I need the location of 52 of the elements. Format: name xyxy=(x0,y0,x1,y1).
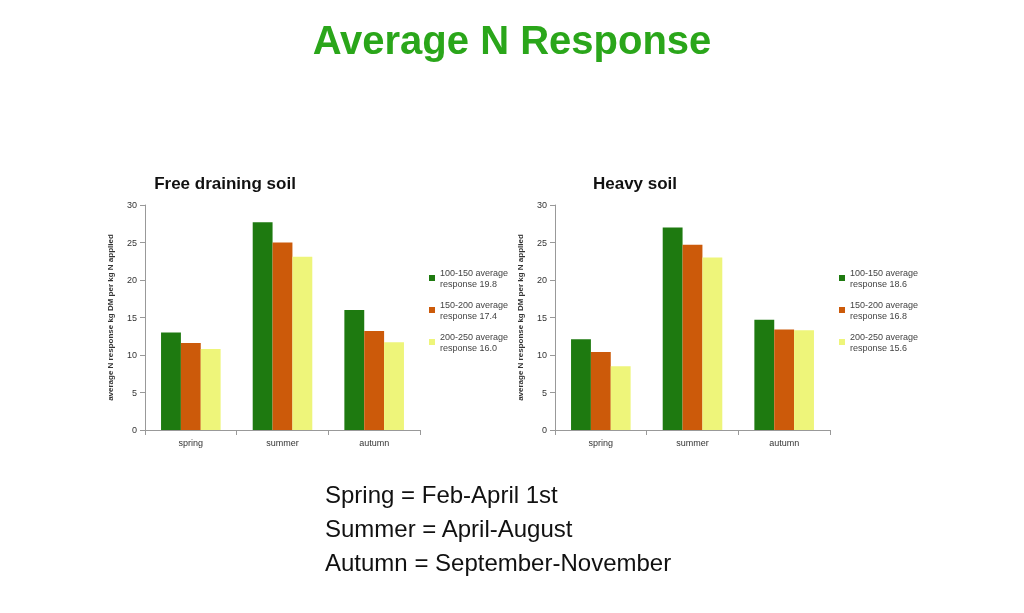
text: Average N Response xyxy=(311,18,713,63)
y-axis-title: average N response kg DM per kg N applied xyxy=(105,234,115,401)
bar xyxy=(571,339,591,430)
bar xyxy=(662,227,683,430)
x-tick-label: spring xyxy=(178,437,204,448)
bar xyxy=(364,331,385,430)
y-tick-label: 25 xyxy=(126,237,137,248)
y-tick-label: 0 xyxy=(131,425,137,435)
bar xyxy=(344,310,365,430)
x-tick-label: summer xyxy=(676,437,709,448)
x-tick-label: autumn xyxy=(769,437,800,448)
y-tick-label: 25 xyxy=(536,237,547,248)
y-tick-label: 5 xyxy=(541,387,547,398)
bar xyxy=(292,256,313,430)
chart-title: Heavy soil xyxy=(592,174,678,193)
y-tick-label: 10 xyxy=(126,350,137,360)
y-tick-label: 5 xyxy=(131,387,137,398)
bar xyxy=(252,222,273,430)
bar xyxy=(754,319,775,430)
bar xyxy=(180,343,201,430)
y-tick-label: 15 xyxy=(536,312,547,323)
legend-label: 200-250 average response 16.0 xyxy=(440,331,511,353)
legend-label: 200-250 average response 15.6 xyxy=(850,331,921,353)
bar xyxy=(272,242,293,430)
bar xyxy=(794,330,814,430)
bar xyxy=(161,332,181,430)
y-tick-label: 0 xyxy=(541,425,547,435)
bar xyxy=(774,329,795,430)
y-tick-label: 20 xyxy=(126,275,137,285)
bar xyxy=(384,342,404,430)
bar xyxy=(200,349,221,430)
text: Autumn = September-November xyxy=(325,548,672,578)
x-tick-label: spring xyxy=(588,437,614,448)
bar xyxy=(682,244,703,430)
chart-title: Free draining soil xyxy=(154,174,296,193)
y-axis-title: average N response kg DM per kg N applied xyxy=(515,234,525,401)
y-tick-label: 30 xyxy=(126,200,137,210)
y-tick-label: 30 xyxy=(536,200,547,210)
text: Summer = April-August xyxy=(325,514,574,544)
legend-label: 150-200 average response 17.4 xyxy=(440,299,511,321)
bar xyxy=(610,366,631,430)
legend-label: 100-150 average response 19.8 xyxy=(440,267,511,289)
legend-label: 100-150 average response 18.6 xyxy=(850,267,921,289)
y-tick-label: 20 xyxy=(536,275,547,285)
y-tick-label: 10 xyxy=(536,350,547,360)
text: Spring = Feb-April 1st xyxy=(325,480,559,510)
bar xyxy=(590,352,611,430)
bar xyxy=(702,257,723,430)
y-tick-label: 15 xyxy=(126,312,137,323)
legend-label: 150-200 average response 16.8 xyxy=(850,299,921,321)
x-tick-label: autumn xyxy=(359,437,390,448)
x-tick-label: summer xyxy=(266,437,299,448)
